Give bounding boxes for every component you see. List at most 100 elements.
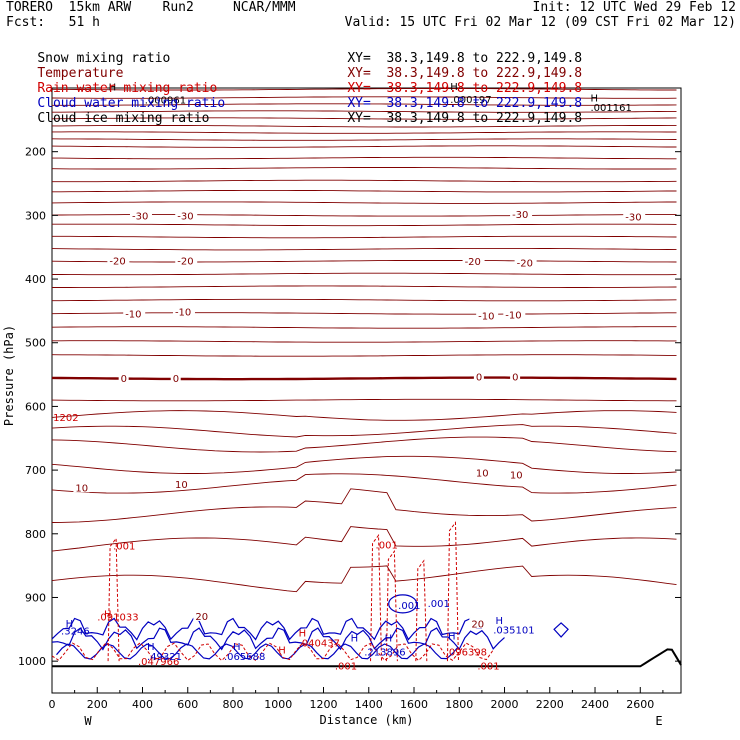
temperature-contour [51, 473, 677, 494]
temperature-contour [51, 565, 677, 593]
temperature-contour [51, 424, 677, 438]
cloud-water-label: .3246 [61, 627, 90, 638]
temperature-label: -10 [505, 311, 521, 322]
temperature-contour [52, 285, 677, 288]
rain-label: 1202 [53, 413, 78, 424]
cloud-ice-label: .001161 [590, 103, 631, 114]
temperature-label: 20 [195, 612, 208, 623]
temperature-label: -20 [517, 258, 533, 269]
temperature-label: -20 [177, 257, 193, 268]
rain-contour [415, 559, 428, 662]
high-marker: H [450, 82, 458, 93]
legend-name: Cloud ice mixing ratio [37, 111, 210, 126]
temperature-label-bg [623, 210, 646, 222]
temperature-contour [51, 247, 677, 251]
high-marker: H [66, 619, 74, 630]
x-end-label-east: E [655, 714, 662, 728]
legend-name: Rain water mixing ratio [37, 81, 218, 96]
cloud-ice-label: .000197 [450, 95, 491, 106]
cloud-water-contour [51, 617, 482, 641]
header-right-line1: Init: 12 UTC Wed 29 Feb 12 [532, 0, 737, 15]
rain-contour [370, 533, 383, 662]
temperature-contour [52, 124, 677, 128]
temperature-label: -30 [512, 210, 528, 221]
x-tick-label: 2000 [491, 698, 519, 711]
temperature-label-bg [107, 254, 130, 266]
temperature-label-bg [123, 307, 146, 319]
x-tick-label: 200 [87, 698, 108, 711]
rain-label: .001 [113, 541, 135, 552]
temperature-label: -30 [132, 211, 148, 222]
x-tick-label: 1200 [310, 698, 338, 711]
x-axis-label: Distance (km) [320, 713, 414, 727]
temperature-label-bg [175, 209, 198, 221]
rain-label: .001 [477, 662, 499, 673]
rain-label: .001 [335, 662, 357, 673]
legend-xy: XY= 38.3,149.8 to 222.9,149.8 [347, 96, 583, 111]
temperature-label: 20 [471, 620, 484, 631]
cloud-water-label: .035101 [493, 625, 534, 636]
high-marker: H [448, 632, 456, 643]
header-left-line2: Fcst: 51 h [6, 15, 100, 30]
temperature-label-bg [473, 466, 490, 478]
temperature-label: -30 [177, 211, 193, 222]
terrain-line [52, 648, 682, 668]
temperature-label-bg [118, 371, 129, 383]
high-marker: H [233, 642, 241, 653]
temperature-label: -10 [175, 308, 191, 319]
plot-frame [51, 87, 682, 694]
header-right-line2: Valid: 15 UTC Fri 02 Mar 12 (09 CST Fri … [344, 15, 736, 30]
legend-name: Snow mixing ratio [37, 51, 171, 66]
high-marker: H [147, 642, 155, 653]
temperature-label: 10 [510, 471, 523, 482]
y-tick-label: 400 [25, 273, 46, 286]
temperature-contour [52, 235, 677, 239]
high-marker: H [590, 94, 598, 105]
temperature-label-bg [73, 481, 90, 493]
rain-contour [446, 521, 459, 662]
x-tick-label: 400 [132, 698, 153, 711]
cloud-water-label: .065688 [224, 652, 265, 663]
temperature-contour [51, 436, 677, 453]
temperature-label: 0 [512, 372, 518, 383]
temperature-contour [52, 103, 677, 106]
x-tick-label: 0 [49, 698, 56, 711]
temperature-contour [51, 214, 677, 217]
temperature-label-bg [469, 617, 486, 629]
x-tick-label: 1600 [400, 698, 428, 711]
x-tick-label: 2600 [626, 698, 654, 711]
legend-entry-cloud-ice: Cloud ice mixing ratio XY= 38.3,149.8 to … [6, 96, 582, 126]
temperature-label-bg [129, 209, 152, 221]
rain-label: .091033 [97, 613, 138, 624]
temperature-label-bg [476, 309, 499, 321]
temperature-contour [52, 223, 677, 227]
cloud-water-label: .001 [398, 601, 420, 612]
temperature-label-bg [503, 308, 526, 320]
temperature-contour [51, 326, 677, 329]
temperature-contour [51, 117, 677, 120]
temperature-contour [51, 201, 677, 204]
cloud-water-contour [51, 627, 505, 651]
legend-xy: XY= 38.3,149.8 to 222.9,149.8 [347, 51, 583, 66]
rain-contour [385, 549, 398, 662]
temperature-label: 10 [75, 483, 88, 494]
temperature-contour [51, 398, 677, 402]
y-tick-label: 900 [25, 591, 46, 604]
x-tick-label: 1800 [445, 698, 473, 711]
x-tick-label: 2400 [581, 698, 609, 711]
legend-xy: XY= 38.3,149.8 to 222.9,149.8 [347, 81, 583, 96]
temperature-contour [51, 455, 677, 474]
temperature-label: 0 [121, 374, 127, 385]
y-tick-label: 600 [25, 400, 46, 413]
temperature-contour [51, 138, 677, 141]
legend-entry-rain: Rain water mixing ratio XY= 38.3,149.8 to… [6, 66, 582, 96]
legend-xy: XY= 38.3,149.8 to 222.9,149.8 [347, 66, 583, 81]
temperature-label: -10 [478, 311, 494, 322]
temperature-contour [52, 179, 677, 183]
temperature-contour [51, 526, 677, 552]
temperature-contour [51, 88, 677, 91]
y-tick-label: 700 [25, 464, 46, 477]
legend-xy: XY= 38.3,149.8 to 222.9,149.8 [347, 111, 583, 126]
x-tick-label: 1000 [264, 698, 292, 711]
